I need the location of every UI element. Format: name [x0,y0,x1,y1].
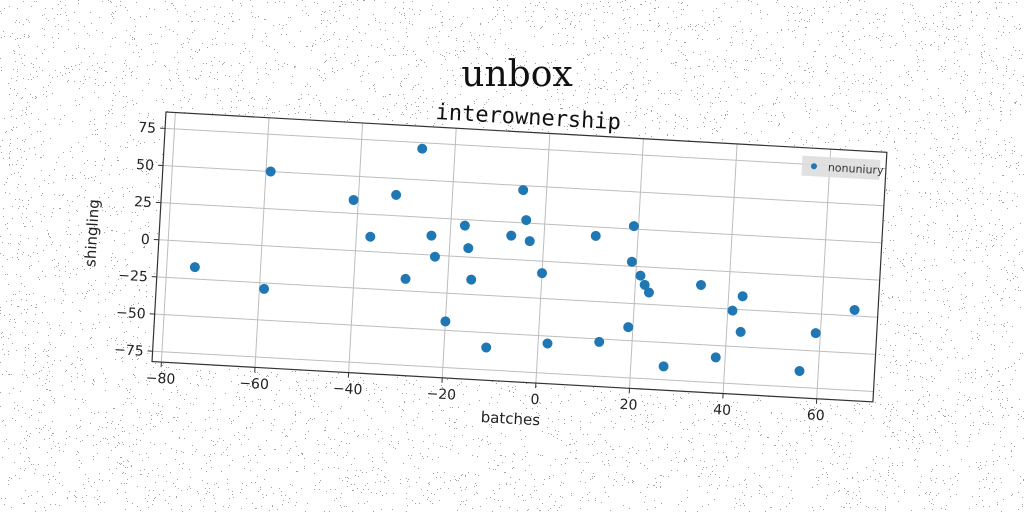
y-tick-label: −50 [116,305,146,323]
x-axis-ticks: −80 −60 −40 −20 0 20 40 60 [145,362,825,424]
scatter-point [635,270,646,281]
x-tick-label: −40 [332,381,362,399]
scatter-point [639,279,650,290]
x-gridline [160,112,176,363]
scatter-point [623,322,634,333]
scatter-point [506,230,517,241]
x-tick-label: 40 [713,402,732,419]
y-gridline [156,276,878,318]
scatter-point [348,194,359,205]
legend-marker [810,163,817,170]
x-tick-label: 0 [530,392,540,408]
gridlines [152,112,886,399]
plot-area: −80 −60 −40 −20 0 20 40 60 −75 −50 −25 0 25 50 75 non… [81,111,888,429]
scatter-point [189,262,200,273]
y-gridline [158,239,880,281]
scatter-point [391,189,402,200]
scatter-points [189,143,860,399]
scatter-point [710,352,721,363]
y-tick-label: 0 [140,232,150,248]
legend: nonuniury [801,155,885,180]
scatter-point [265,166,276,177]
y-tick-label: 75 [138,120,157,137]
scatter-point [727,305,738,316]
scatter-point [417,143,428,154]
x-gridline [535,133,551,384]
scatter-point [658,361,669,372]
scatter-point [521,215,532,226]
y-tick-label: 25 [134,194,153,211]
scatter-point [810,328,821,339]
y-axis-ticks: −75 −50 −25 0 25 50 75 [114,120,166,360]
scatter-point [466,274,477,285]
y-axis-label: shingling [81,199,103,268]
x-gridline [348,122,364,373]
y-gridline [165,127,886,170]
plot-background [152,111,887,402]
x-gridline [816,149,832,399]
scatter-point [426,230,437,241]
x-gridline [254,117,270,368]
scatter-point [463,243,474,254]
scatter-point [794,365,805,376]
scatter-point [737,291,748,302]
legend-label: nonuniury [828,161,885,177]
legend-box [801,155,881,180]
x-gridline [722,143,738,394]
y-gridline [152,350,874,393]
y-gridline [160,202,882,244]
x-tick-label: −20 [426,386,456,404]
scatter-point [581,388,592,399]
scatter-point [849,304,860,315]
plot-frame [151,111,888,403]
scatter-point [481,342,492,353]
scatter-point [429,251,440,262]
y-tick-label: −25 [118,268,148,286]
scatter-point [365,231,376,242]
scatter-point [542,338,553,349]
scatter-point [524,236,535,247]
y-tick-label: −75 [114,342,144,360]
scatter-point [626,256,637,267]
scatter-point [590,230,601,241]
x-tick-label: 20 [619,397,638,414]
x-tick-label: −80 [145,370,175,388]
x-axis-label: batches [480,408,540,429]
x-tick-label: −60 [239,376,269,394]
scatter-point [594,336,605,347]
x-tick-label: 60 [806,407,825,424]
scatter-point [735,326,746,337]
figure-suptitle: unbox [461,54,572,95]
y-gridline [154,313,876,355]
scatter-point [518,185,529,196]
scatter-point [400,273,411,284]
x-gridline [441,128,457,378]
scatter-point [440,316,451,327]
scatter-point [259,283,270,294]
y-tick-label: 50 [136,157,155,174]
scatter-point [643,287,654,298]
scatter-point [537,268,548,279]
scatter-point [628,221,639,232]
scatter-point [459,220,470,231]
scatter-point [696,279,707,290]
